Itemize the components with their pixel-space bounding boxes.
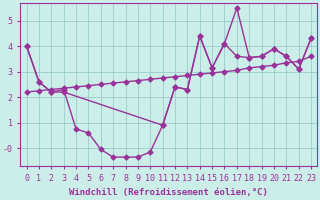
X-axis label: Windchill (Refroidissement éolien,°C): Windchill (Refroidissement éolien,°C) [69, 188, 268, 197]
